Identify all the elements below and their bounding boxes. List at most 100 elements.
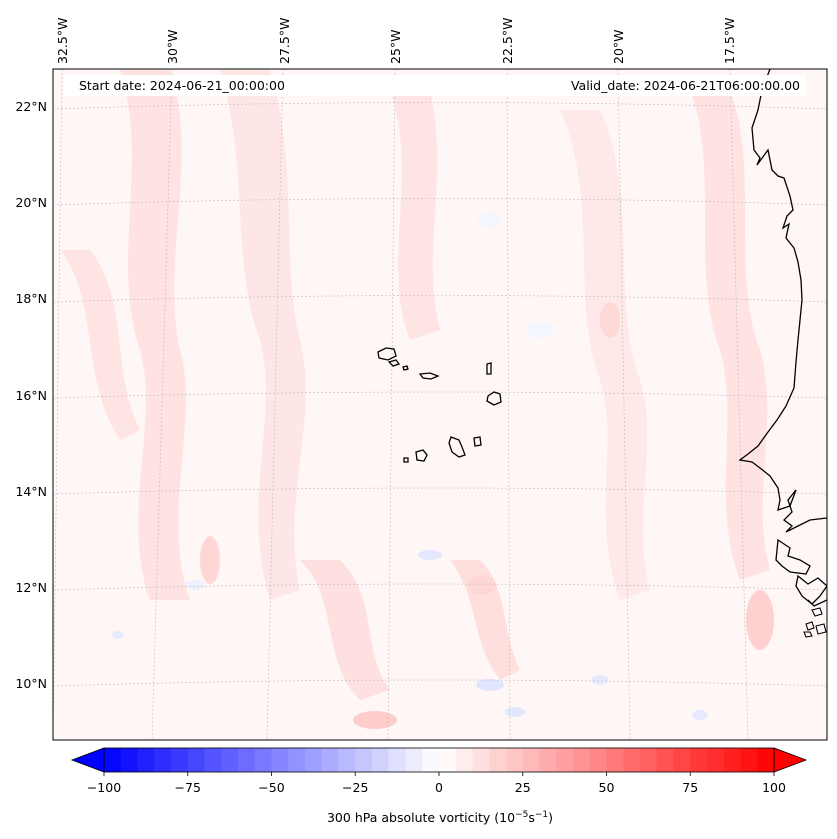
vorticity-min <box>692 710 708 720</box>
colorbar-tick-label: −100 <box>87 780 121 795</box>
vorticity-min <box>478 213 502 227</box>
colorbar-segment <box>690 748 708 772</box>
colorbar-tick-label: 25 <box>515 780 531 795</box>
colorbar-segment <box>187 748 206 772</box>
longitude-tick-labels: 32.5°W 30°W 27.5°W 25°W 22.5°W 20°W 17.5… <box>55 18 737 64</box>
vorticity-streak-positive <box>450 560 520 680</box>
lon-tick-label: 30°W <box>165 29 180 64</box>
lon-tick-label: 17.5°W <box>722 18 737 64</box>
colorbar-tick-label: −75 <box>175 780 201 795</box>
colorbar-segment <box>305 748 323 772</box>
colorbar-tick-label: 75 <box>682 780 698 795</box>
colorbar-segment <box>623 748 641 772</box>
colorbar-segment <box>238 748 256 772</box>
africa-coastline <box>795 574 827 605</box>
colorbar-segment <box>589 748 608 772</box>
colorbar-segment <box>740 748 758 772</box>
vorticity-max <box>746 590 774 650</box>
colorbar-segment <box>288 748 306 772</box>
lat-tick-label: 18°N <box>15 291 47 306</box>
colorbar-segment <box>707 748 725 772</box>
colorbar-segment <box>221 748 239 772</box>
colorbar-segment <box>254 748 273 772</box>
colorbar-segment <box>321 748 340 772</box>
island-fogo <box>415 449 428 462</box>
colorbar-tick-label: 50 <box>599 780 615 795</box>
vorticity-max <box>200 536 220 584</box>
colorbar-segment <box>539 748 557 772</box>
colorbar-segment <box>405 748 423 772</box>
colorbar-segments <box>104 748 775 772</box>
latitude-tick-labels: 22°N 20°N 18°N 16°N 14°N 12°N 10°N <box>15 99 47 691</box>
island-santa-luzia <box>402 365 409 371</box>
lon-tick-label: 20°W <box>611 29 626 64</box>
lon-tick-label: 32.5°W <box>55 18 70 64</box>
vorticity-streak-positive <box>560 110 650 600</box>
colorbar-segment <box>723 748 742 772</box>
colorbar-segment <box>606 748 624 772</box>
colorbar-segment <box>137 748 155 772</box>
vorticity-min <box>591 675 609 685</box>
africa-coastline <box>807 599 827 607</box>
africa-coastline <box>775 538 811 575</box>
vorticity-min <box>505 707 525 717</box>
island-boa-vista <box>486 391 502 406</box>
colorbar-segment <box>455 748 474 772</box>
vorticity-streak-positive <box>300 560 390 700</box>
lat-tick-label: 10°N <box>15 676 47 691</box>
lon-tick-label: 27.5°W <box>277 18 292 64</box>
colorbar-segment <box>372 748 390 772</box>
island-brava <box>403 457 409 463</box>
colorbar-segment <box>656 748 675 772</box>
colorbar-label: 300 hPa absolute vorticity (10−5s−1) <box>327 810 553 825</box>
vorticity-max <box>353 711 397 729</box>
africa-coastline <box>738 69 827 533</box>
vorticity-max <box>600 302 620 338</box>
vorticity-max <box>468 575 496 595</box>
vorticity-min <box>112 631 124 639</box>
island-sao-vicente <box>387 359 401 367</box>
lat-tick-label: 14°N <box>15 484 47 499</box>
colorbar-segment <box>522 748 541 772</box>
colorbar-segment <box>120 748 139 772</box>
colorbar-tick-label: −25 <box>342 780 368 795</box>
colorbar-segment <box>472 748 490 772</box>
colorbar-segment <box>640 748 658 772</box>
colorbar-low-extend <box>70 747 105 773</box>
vorticity-streak-positive <box>60 250 140 440</box>
valid-date-label: Valid_date: 2024-06-21T06:00:00.00 <box>571 78 800 93</box>
colorbar-segment <box>204 748 222 772</box>
colorbar-segment <box>104 748 122 772</box>
lat-tick-label: 20°N <box>15 195 47 210</box>
colorbar-segment <box>673 748 691 772</box>
colorbar-high-extend <box>773 747 808 773</box>
colorbar-segment <box>489 748 507 772</box>
colorbar-tick-label: 0 <box>435 780 443 795</box>
vorticity-min <box>476 679 504 691</box>
vorticity-streak-positive <box>390 90 440 340</box>
vorticity-min <box>185 580 205 590</box>
lat-tick-label: 22°N <box>15 99 47 114</box>
island-sao-nicolau <box>418 372 440 380</box>
header-box <box>64 75 806 96</box>
vorticity-min <box>526 322 554 338</box>
vorticity-streak-positive <box>220 70 306 600</box>
island-sal <box>486 362 492 375</box>
colorbar-segment <box>271 748 289 772</box>
island-santo-antao <box>377 347 397 361</box>
start-date-label: Start date: 2024-06-21_00:00:00 <box>79 78 285 93</box>
colorbar-segment <box>338 748 356 772</box>
colorbar-ticks: −100 −75 −50 −25 0 25 50 75 100 <box>87 772 786 795</box>
colorbar-segment <box>422 748 440 772</box>
lat-tick-label: 16°N <box>15 388 47 403</box>
lon-tick-label: 22.5°W <box>500 18 515 64</box>
island-maio <box>473 436 482 447</box>
colorbar-segment <box>556 748 574 772</box>
colorbar-segment <box>388 748 407 772</box>
vorticity-contours <box>53 69 827 740</box>
colorbar-segment <box>171 748 189 772</box>
map-frame <box>52 68 828 741</box>
colorbar-tick-label: 100 <box>762 780 786 795</box>
colorbar-segment <box>757 748 775 772</box>
